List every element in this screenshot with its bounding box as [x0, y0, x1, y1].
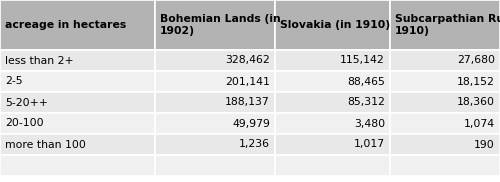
Bar [155, 113, 275, 134]
Bar [390, 0, 500, 50]
Bar [155, 50, 275, 71]
Text: Subcarpathian Rus (in
1910): Subcarpathian Rus (in 1910) [395, 14, 500, 36]
Bar [155, 155, 275, 176]
Bar [275, 92, 390, 113]
Text: acreage in hectares: acreage in hectares [5, 20, 126, 30]
Bar [390, 134, 500, 155]
Bar [0, 113, 155, 134]
Text: 188,137: 188,137 [225, 98, 270, 108]
Bar [275, 155, 390, 176]
Bar [390, 113, 500, 134]
Text: less than 2+: less than 2+ [5, 56, 73, 66]
Bar [155, 0, 275, 50]
Bar [0, 50, 155, 71]
Text: 2-5: 2-5 [5, 76, 22, 86]
Bar [275, 0, 390, 50]
Bar [155, 92, 275, 113]
Text: 85,312: 85,312 [347, 98, 385, 108]
Bar [0, 0, 155, 50]
Text: 49,979: 49,979 [232, 118, 270, 128]
Bar [390, 155, 500, 176]
Bar [390, 71, 500, 92]
Bar [275, 134, 390, 155]
Bar [0, 92, 155, 113]
Text: 115,142: 115,142 [340, 56, 385, 66]
Text: 5-20++: 5-20++ [5, 98, 48, 108]
Bar [0, 134, 155, 155]
Text: more than 100: more than 100 [5, 139, 86, 149]
Bar [155, 71, 275, 92]
Text: 1,236: 1,236 [239, 139, 270, 149]
Text: 27,680: 27,680 [457, 56, 495, 66]
Text: 190: 190 [474, 139, 495, 149]
Bar [275, 113, 390, 134]
Text: 18,360: 18,360 [457, 98, 495, 108]
Bar [390, 50, 500, 71]
Text: Slovakia (in 1910): Slovakia (in 1910) [280, 20, 390, 30]
Bar [0, 155, 155, 176]
Bar [390, 92, 500, 113]
Bar [275, 50, 390, 71]
Text: 20-100: 20-100 [5, 118, 44, 128]
Text: 328,462: 328,462 [225, 56, 270, 66]
Text: 201,141: 201,141 [225, 76, 270, 86]
Bar [0, 71, 155, 92]
Text: 18,152: 18,152 [457, 76, 495, 86]
Bar [275, 71, 390, 92]
Text: 1,074: 1,074 [464, 118, 495, 128]
Text: Bohemian Lands (in
1902): Bohemian Lands (in 1902) [160, 14, 281, 36]
Text: 88,465: 88,465 [347, 76, 385, 86]
Bar [155, 134, 275, 155]
Text: 3,480: 3,480 [354, 118, 385, 128]
Text: 1,017: 1,017 [354, 139, 385, 149]
